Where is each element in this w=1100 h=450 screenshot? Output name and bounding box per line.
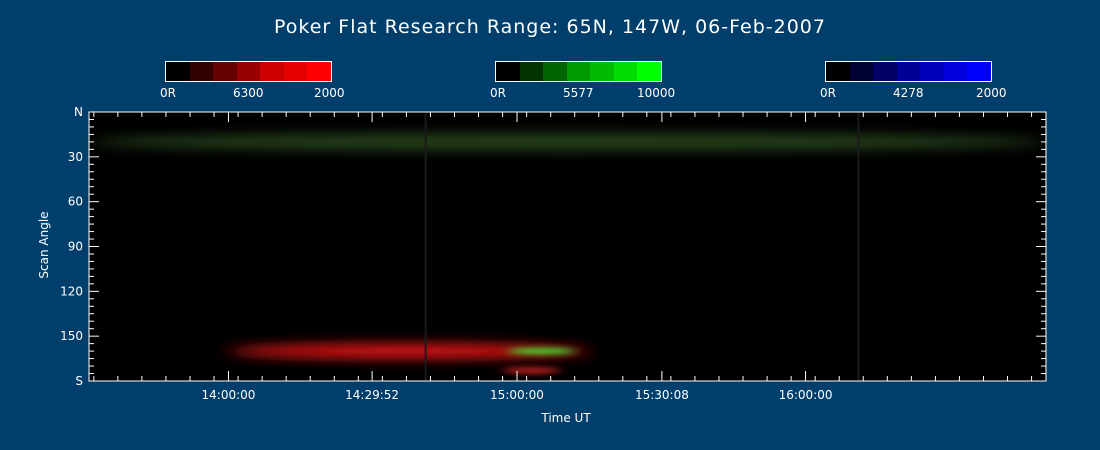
colorbar-red-mid-label: 6300 — [233, 86, 264, 100]
colorbar-blue-segment — [967, 62, 992, 81]
colorbar-red-segment — [213, 62, 237, 81]
plot-background — [89, 112, 1046, 381]
emission-feature-6300 — [228, 343, 590, 359]
colorbar-blue-segment — [943, 62, 968, 81]
colorbar-green-segment — [637, 62, 662, 81]
colorbar-green-segment — [519, 62, 544, 81]
colorbar-blue-max-label: 2000 — [976, 86, 1007, 100]
colorbar-blue-min-label: 0R — [820, 86, 836, 100]
colorbar-red — [165, 61, 332, 82]
y-tick-label: 150 — [60, 329, 83, 343]
x-tick-label: 16:00:00 — [779, 388, 833, 402]
colorbar-blue — [825, 61, 992, 82]
colorbar-red-segment — [189, 62, 214, 81]
colorbar-green-mid-label: 5577 — [563, 86, 594, 100]
y-tick-label: 120 — [60, 284, 83, 298]
colorbar-red-segment — [283, 62, 308, 81]
colorbar-blue-segment — [826, 62, 850, 81]
colorbar-red-segment — [236, 62, 261, 81]
page-title: Poker Flat Research Range: 65N, 147W, 06… — [274, 16, 826, 38]
x-tick-label: 15:30:08 — [635, 388, 689, 402]
colorbar-blue-segment — [896, 62, 921, 81]
x-tick-label: 14:00:00 — [202, 388, 256, 402]
y-tick-label: 30 — [68, 150, 83, 164]
colorbar-green — [495, 61, 662, 82]
colorbar-red-max-label: 2000 — [314, 86, 345, 100]
x-tick-label: 15:00:00 — [490, 388, 544, 402]
colorbar-blue-segment — [873, 62, 897, 81]
colorbar-green-segment — [613, 62, 638, 81]
y-tick-label: S — [75, 374, 83, 388]
colorbar-blue-segment — [849, 62, 874, 81]
y-tick-label: N — [74, 105, 83, 119]
colorbar-red-segment — [307, 62, 332, 81]
y-axis-title: Scan Angle — [37, 211, 51, 279]
colorbar-red-segment — [166, 62, 190, 81]
colorbar-red-min-label: 0R — [160, 86, 176, 100]
colorbar-green-min-label: 0R — [490, 86, 506, 100]
colorbar-blue-segment — [920, 62, 944, 81]
colorbar-green-max-label: 10000 — [637, 86, 676, 100]
colorbar-green-segment — [566, 62, 591, 81]
colorbar-green-segment — [590, 62, 614, 81]
colorbar-green-segment — [543, 62, 567, 81]
x-axis-title: Time UT — [541, 411, 591, 425]
x-tick-label: 14:29:52 — [345, 388, 399, 402]
colorbar-green-segment — [496, 62, 520, 81]
emission-feature-5577 — [507, 348, 575, 355]
colorbar-red-segment — [260, 62, 284, 81]
emission-feature-5577 — [89, 132, 1046, 151]
emission-feature-6300 — [502, 367, 561, 374]
y-tick-label: 90 — [68, 240, 83, 254]
y-tick-label: 60 — [68, 195, 83, 209]
colorbar-blue-mid-label: 4278 — [893, 86, 924, 100]
